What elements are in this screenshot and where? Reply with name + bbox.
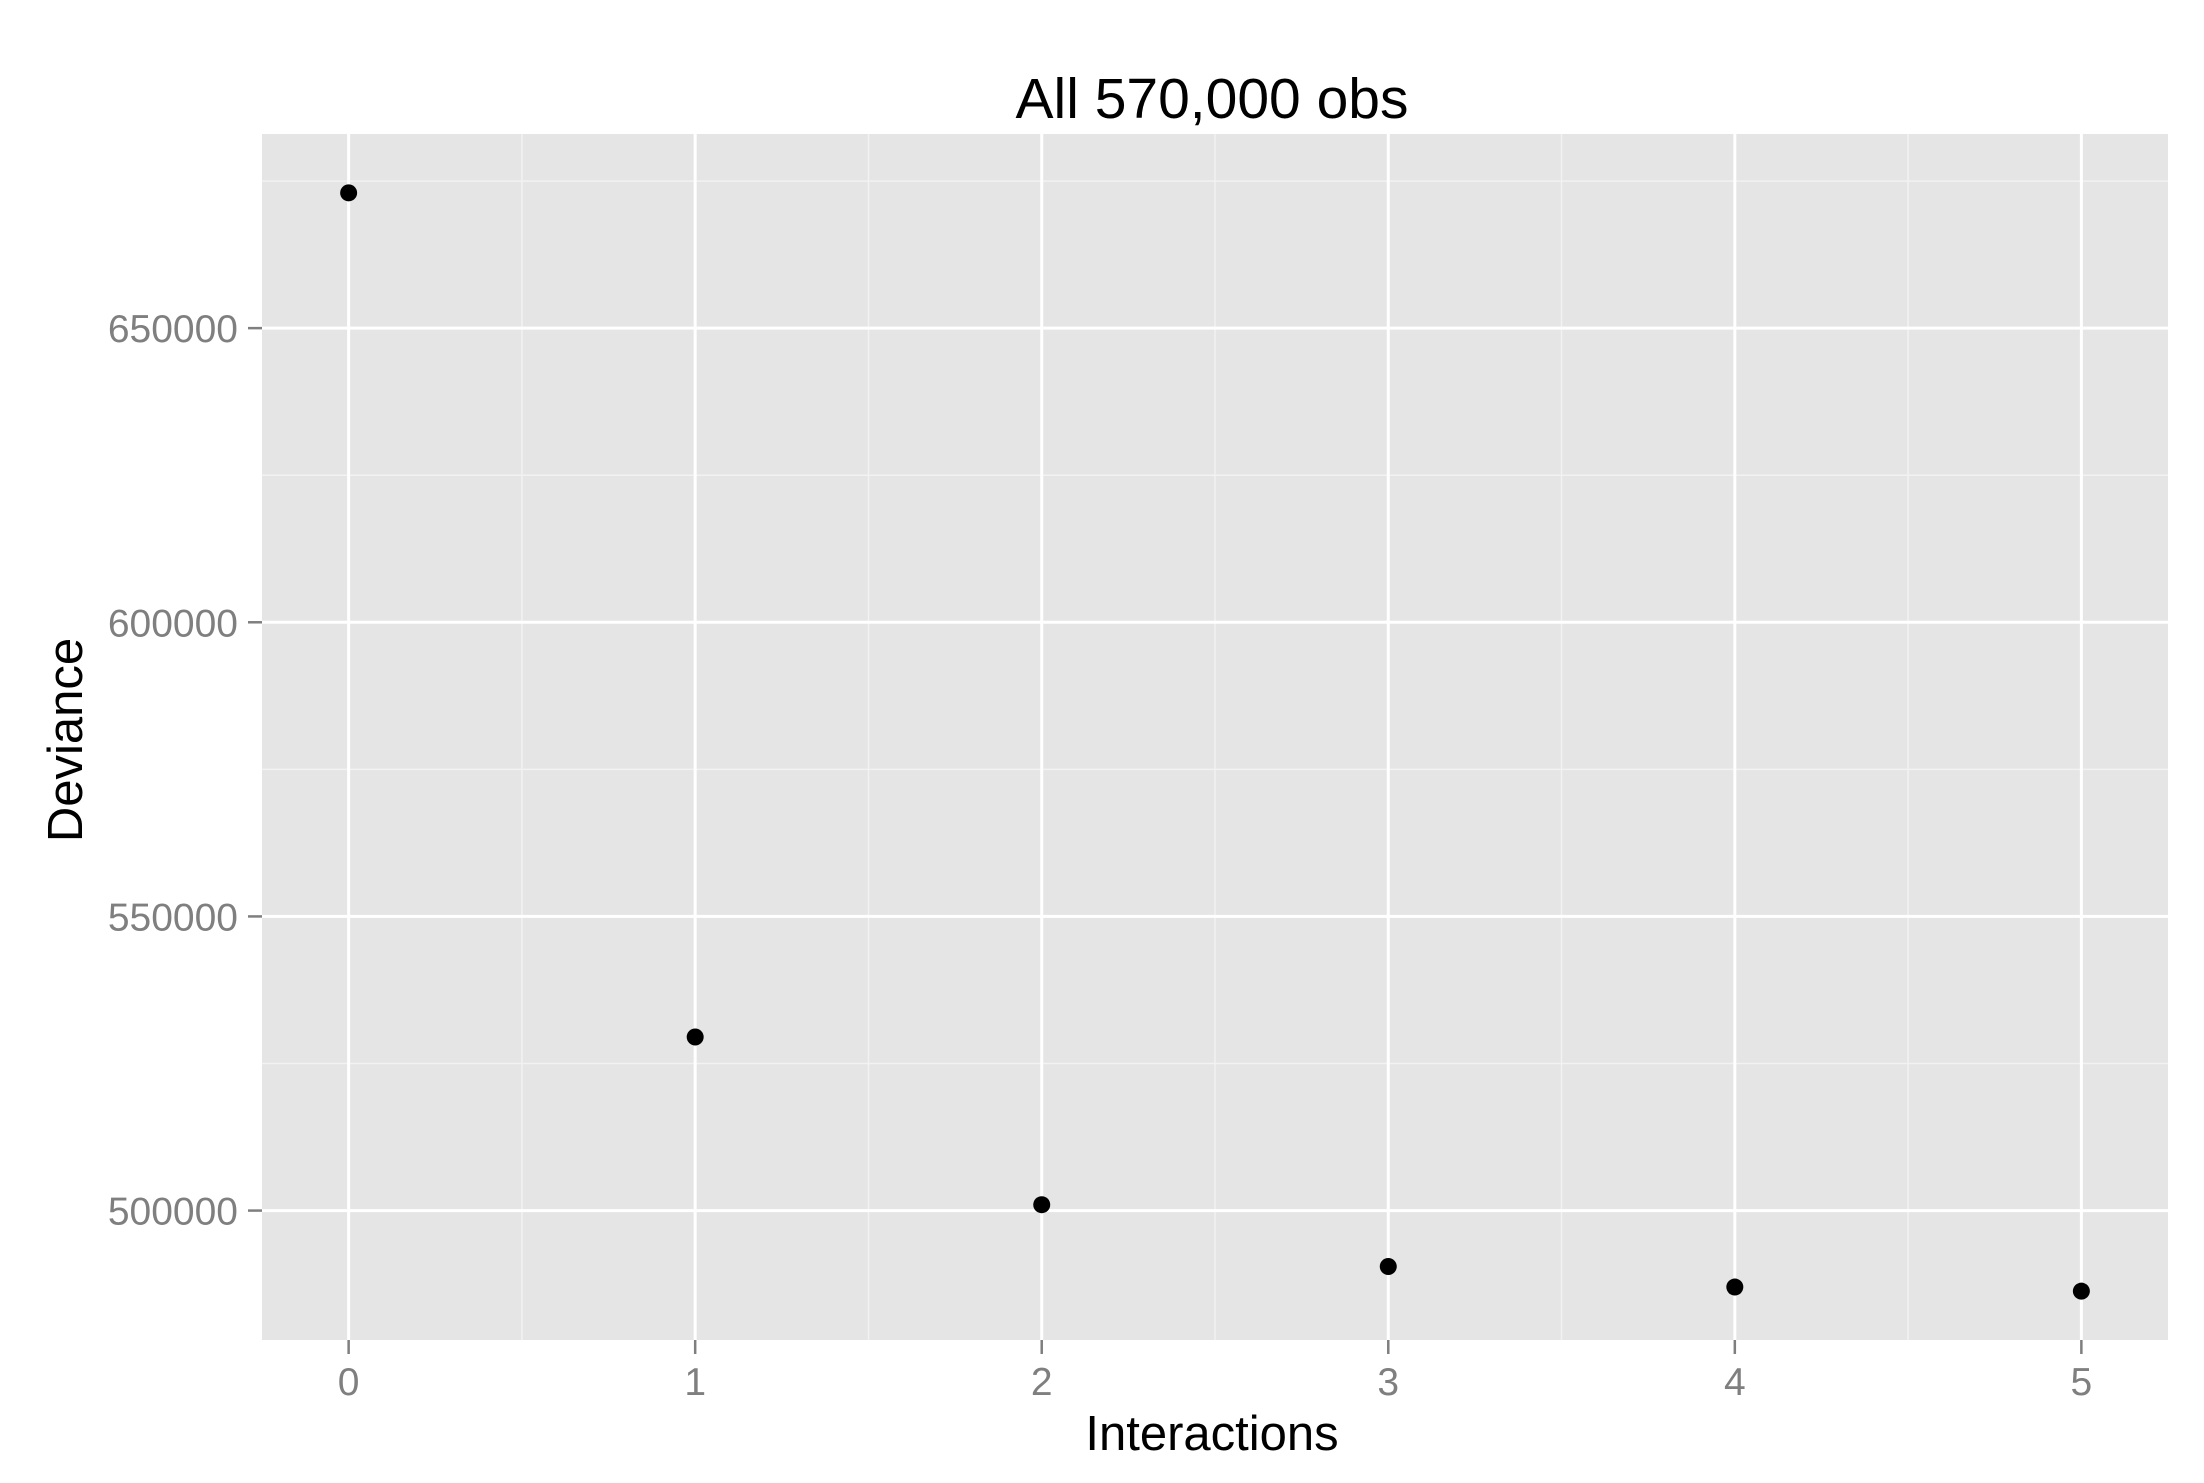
data-point — [1726, 1278, 1744, 1296]
data-point — [686, 1028, 704, 1046]
y-tick-label: 600000 — [108, 602, 238, 645]
y-tick-label: 650000 — [108, 308, 238, 351]
data-point — [1379, 1257, 1397, 1275]
tick-labels: 0 1 2 3 4 5 500000 550000 600000 650000 — [108, 308, 2092, 1404]
major-gridlines — [262, 134, 2168, 1340]
y-axis-title: Deviance — [39, 638, 93, 842]
y-tick-label: 550000 — [108, 896, 238, 939]
x-axis-title: Interactions — [1085, 1407, 1338, 1461]
x-tick-label: 1 — [684, 1361, 706, 1404]
x-tick-label: 0 — [338, 1361, 360, 1404]
data-points — [340, 184, 2090, 1300]
data-point — [2072, 1282, 2090, 1300]
y-tick-label: 500000 — [108, 1191, 238, 1234]
data-point — [1033, 1196, 1051, 1214]
data-point — [340, 184, 358, 202]
x-tick-label: 5 — [2071, 1361, 2093, 1404]
axis-ticks — [248, 326, 2083, 1354]
chart-title: All 570,000 obs — [1016, 67, 1409, 131]
x-tick-label: 3 — [1377, 1361, 1399, 1404]
x-tick-label: 4 — [1724, 1361, 1746, 1404]
minor-gridlines — [262, 134, 2168, 1340]
x-tick-label: 2 — [1031, 1361, 1053, 1404]
